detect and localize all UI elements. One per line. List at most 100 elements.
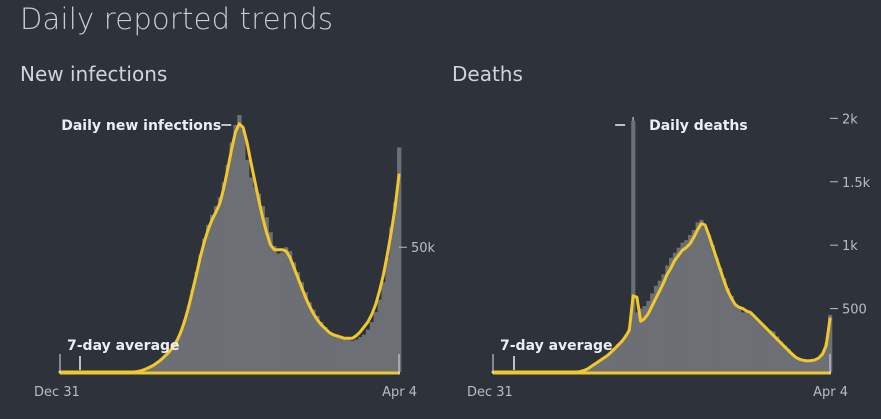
infections-x-tick-label: Dec 31 [34, 385, 80, 400]
deaths-daily-bar [748, 312, 753, 372]
deaths-daily-bar [695, 222, 700, 372]
infections-daily-bar [151, 364, 156, 372]
deaths-daily-bar [778, 341, 784, 372]
chart-title-infections: New infections [20, 62, 168, 86]
deaths-daily-bar [733, 303, 738, 372]
deaths-daily-bar [691, 229, 696, 372]
deaths-daily-bar [608, 351, 613, 372]
deaths-daily-bar [593, 363, 598, 372]
infections-daily-bar [147, 366, 152, 372]
deaths-daily-bar [631, 120, 636, 372]
deaths-daily-bar [657, 280, 662, 372]
infections-daily-bar [206, 224, 211, 372]
infections-daily-bar [330, 333, 336, 372]
infections-y-tick-label: 50k [411, 241, 436, 256]
infections-daily-bar [202, 238, 207, 372]
deaths-daily-bar [775, 336, 780, 372]
deaths-daily-bar [812, 359, 818, 372]
deaths-daily-bar [600, 358, 606, 372]
infections-daily-bar [217, 197, 223, 372]
infections-daily-bar [334, 334, 340, 372]
deaths-daily-bar [684, 240, 689, 372]
deaths-daily-bar [771, 331, 776, 372]
deaths-daily-bar [809, 361, 814, 372]
deaths-daily-bar [752, 317, 757, 372]
deaths-y-tick-label: 1.5k [842, 176, 871, 191]
infections-daily-bar [381, 282, 386, 372]
deaths-daily-bar [729, 295, 734, 372]
deaths-y-tick-label: 500 [842, 303, 867, 318]
infections-daily-bar [198, 254, 203, 372]
infections-daily-bar [272, 245, 277, 372]
deaths-daily-bar [616, 344, 621, 372]
deaths-daily-bar [627, 328, 632, 372]
deaths-daily-bar [737, 308, 742, 372]
infections-daily-bar [385, 257, 390, 372]
deaths-daily-bar [688, 235, 693, 372]
deaths-y-tick-label: 1k [842, 239, 858, 254]
deaths-daily-bar [680, 242, 685, 372]
page-title: Daily reported trends [20, 2, 334, 36]
infections-daily-bar [252, 187, 258, 372]
deaths-daily-bar [642, 306, 647, 372]
deaths-daily-bar [797, 359, 803, 372]
infections-daily-bar [299, 282, 304, 372]
deaths-daily-bar [710, 245, 715, 372]
infections-daily-bar [167, 350, 172, 372]
infections-daily-bar [373, 312, 378, 372]
infections-daily-bar [264, 217, 269, 372]
deaths-daily-bar [714, 257, 719, 372]
deaths-daily-bar [646, 300, 651, 372]
infections-daily-bar [354, 339, 359, 372]
deaths-daily-bar [786, 349, 791, 372]
deaths-average-annotation: 7-day average [500, 338, 613, 354]
infections-daily-bar [233, 124, 238, 372]
infections-daily-bar [194, 272, 199, 372]
deaths-peak-annotation: Daily deaths [649, 118, 748, 134]
infections-daily-bar [163, 354, 168, 372]
infections-daily-bar [182, 319, 188, 372]
deaths-daily-bar [650, 293, 655, 372]
infections-daily-bar [369, 322, 375, 372]
deaths-daily-bar [816, 358, 821, 372]
infections-daily-bar [268, 232, 273, 372]
deaths-daily-bar [805, 361, 810, 372]
infections-daily-bar [397, 147, 402, 372]
infections-daily-bar [276, 253, 281, 372]
infections-daily-bar [319, 322, 324, 372]
deaths-daily-bar [665, 265, 670, 372]
infections-daily-bar [284, 247, 289, 372]
deaths-daily-bar [669, 257, 674, 372]
infections-daily-bar [178, 330, 184, 372]
infections-daily-bar [350, 340, 355, 372]
deaths-daily-bar [763, 327, 768, 372]
deaths-daily-bar [744, 311, 749, 372]
infections-daily-bar [245, 159, 250, 372]
deaths-daily-bar [741, 312, 746, 372]
infections-daily-bar [159, 358, 164, 372]
deaths-x-tick-label: Apr 4 [813, 385, 848, 400]
chart-title-deaths: Deaths [452, 62, 523, 86]
deaths-daily-bar [725, 288, 731, 372]
infections-daily-bar [323, 327, 328, 372]
deaths-daily-bar [782, 345, 787, 372]
deaths-daily-bar [634, 312, 640, 372]
deaths-daily-bar [820, 352, 825, 372]
deaths-daily-bar [718, 268, 723, 372]
infections-daily-bar [155, 361, 160, 372]
infections-daily-bar [358, 337, 363, 372]
infections-daily-bar [326, 332, 332, 372]
infections-daily-bar [361, 334, 367, 372]
deaths-daily-bar [638, 308, 643, 372]
infections-daily-bar [237, 114, 242, 372]
infections-daily-bar [260, 206, 265, 372]
deaths-daily-bar [703, 227, 708, 372]
deaths-daily-bar [801, 360, 806, 372]
deaths-daily-bar [589, 365, 594, 372]
infections-daily-bar [210, 214, 215, 372]
infections-daily-bar [186, 305, 191, 372]
infections-average-annotation: 7-day average [67, 338, 180, 354]
deaths-daily-bar [759, 325, 765, 372]
deaths-daily-bar [767, 330, 772, 372]
